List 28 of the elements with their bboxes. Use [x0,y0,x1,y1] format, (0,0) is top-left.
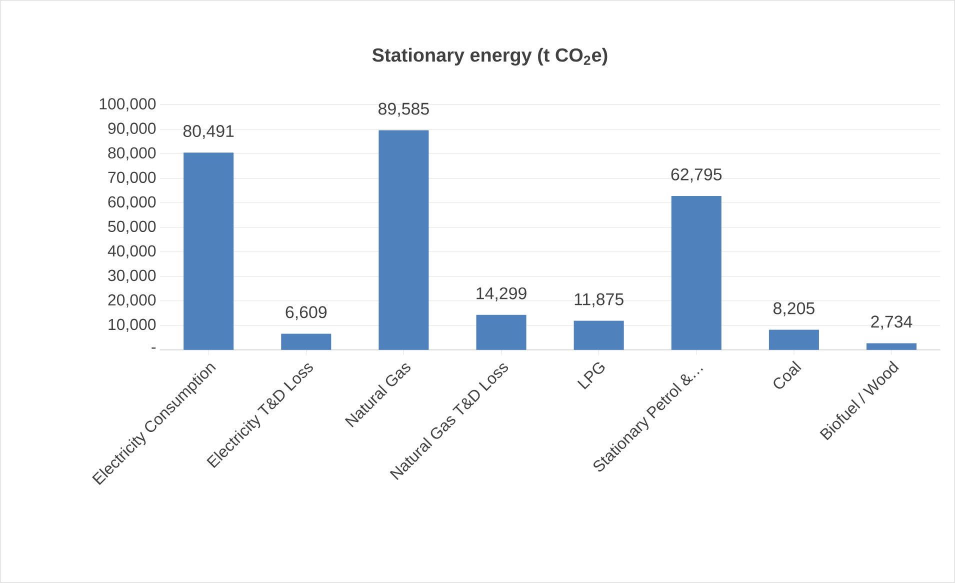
data-label: 6,609 [286,306,327,320]
bar [281,334,332,350]
data-label: 14,299 [476,287,526,302]
bar [866,343,917,350]
bar [768,330,819,350]
bar [184,152,234,350]
bar [671,196,722,350]
data-label: 2,734 [871,316,912,330]
y-tick-label: 70,000 [108,172,156,186]
data-label: 89,585 [378,102,429,117]
y-tick-label: 60,000 [108,196,156,210]
y-tick-label: 80,000 [108,147,156,160]
data-label: 80,491 [183,125,234,140]
bar [574,320,624,350]
y-tick-label: 50,000 [108,220,156,234]
y-tick-label: 90,000 [108,122,156,136]
y-tick-label: 40,000 [108,245,156,259]
bar [476,314,526,350]
y-tick-label: 100,000 [100,98,156,112]
data-label: 62,795 [671,168,722,183]
data-label: 11,875 [574,293,624,308]
y-tick-label: - [152,348,156,349]
chart-title: Stationary energy (t CO$_{2}$e) [372,48,608,66]
data-label: 8,205 [773,302,814,316]
bar [378,130,429,350]
y-tick-label: 30,000 [108,270,156,284]
y-tick-label: 10,000 [108,318,156,332]
y-tick-label: 20,000 [108,294,156,308]
